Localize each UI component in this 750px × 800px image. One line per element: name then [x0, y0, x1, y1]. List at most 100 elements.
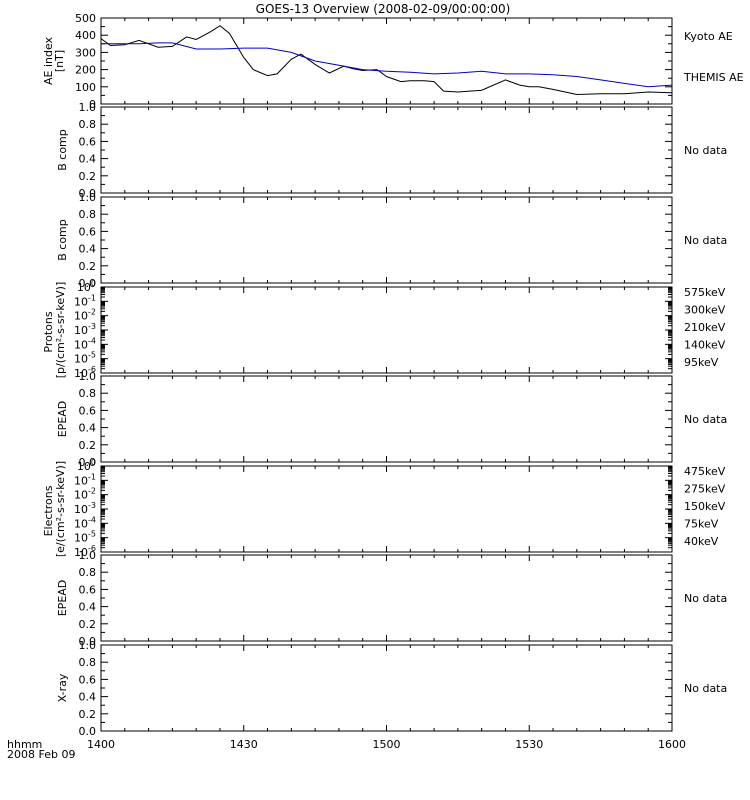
y-tick-label: 0.2 — [79, 708, 97, 721]
panel-bcomp2: 0.0 0.2 0.4 0.6 0.8 1.0 B comp No data — [56, 191, 727, 290]
y-tick-label: 0.2 — [79, 260, 97, 273]
themis-ae-line — [101, 42, 673, 88]
legend-entry: 300keV — [684, 304, 726, 317]
legend-entry: 140keV — [684, 339, 726, 352]
legend-themis-ae: THEMIS AE — [683, 71, 744, 84]
y-tick-label: 100 — [75, 81, 96, 94]
y-tick-label: 10-1 — [74, 472, 96, 487]
no-data-label: No data — [684, 234, 727, 247]
y-tick-label: 0.8 — [79, 118, 97, 131]
y-tick-label: 100 — [77, 458, 96, 473]
y-tick-label: 0.4 — [79, 243, 97, 256]
panel-epead2: 0.0 0.2 0.4 0.6 0.8 1.0 EPEAD No data — [56, 549, 727, 648]
y-tick-label: 0.4 — [79, 153, 97, 166]
kyoto-ae-line — [100, 25, 673, 96]
y-tick-label: 0.8 — [79, 566, 97, 579]
y-tick-label: 10-2 — [74, 308, 96, 323]
no-data-label: No data — [684, 682, 727, 695]
panel-bcomp1: 0.0 0.2 0.4 0.6 0.8 1.0 B comp No data — [56, 101, 727, 200]
y-tick-label: 0.6 — [79, 225, 97, 238]
panel-xray: 0.0 0.2 0.4 0.6 0.8 1.0 X-ray No data — [56, 639, 727, 738]
y-tick-label: 0.2 — [79, 618, 97, 631]
y-tick-label: 0.6 — [79, 673, 97, 686]
x-tick-label: 1530 — [515, 738, 543, 751]
y-axis-label: AE index — [42, 36, 55, 85]
y-axis-label: X-ray — [56, 673, 69, 702]
legend-entry: 575keV — [684, 286, 726, 299]
y-axis-units: [p/(cm²-s-sr-keV)] — [54, 282, 67, 379]
legend-entry: 95keV — [684, 356, 719, 369]
legend-kyoto-ae: Kyoto AE — [684, 30, 733, 43]
y-tick-label: 0.8 — [79, 656, 97, 669]
y-tick-label: 0.6 — [79, 135, 97, 148]
figure-title: GOES-13 Overview (2008-02-09/00:00:00) — [256, 2, 511, 16]
y-tick-label: 400 — [75, 29, 96, 42]
y-tick-label: 0.8 — [79, 208, 97, 221]
plot-frame — [100, 375, 673, 463]
y-tick-label: 100 — [77, 279, 96, 294]
y-axis-label: Protons — [42, 311, 55, 352]
y-tick-label: 0.2 — [79, 439, 97, 452]
y-tick-label: 1.0 — [79, 101, 97, 114]
y-tick-label: 0.0 — [79, 635, 97, 648]
y-tick-label: 0.0 — [79, 725, 97, 738]
date-axis-label: 2008 Feb 09 — [7, 748, 75, 761]
y-tick-label: 1.0 — [79, 639, 97, 652]
y-tick-label: 1.0 — [79, 370, 97, 383]
x-tick-label: 1500 — [373, 738, 401, 751]
y-axis-label: EPEAD — [56, 580, 69, 617]
y-tick-label: 1.0 — [79, 191, 97, 204]
y-tick-label: 0.4 — [79, 601, 97, 614]
plot-frame — [100, 644, 673, 732]
y-tick-label: 10-4 — [74, 336, 96, 351]
y-tick-label: 10-2 — [74, 487, 96, 502]
plot-frame — [100, 17, 673, 105]
legend-entry: 475keV — [684, 465, 726, 478]
legend-entry: 210keV — [684, 321, 726, 334]
y-tick-label: 0.0 — [79, 277, 97, 290]
y-axis-units: [e/(cm²-s-sr-keV)] — [54, 461, 67, 557]
x-tick-label: 1600 — [658, 738, 686, 751]
panel-epead1: 0.0 0.2 0.4 0.6 0.8 1.0 EPEAD No data — [56, 370, 727, 469]
y-tick-label: 10-6 — [74, 544, 96, 559]
y-tick-label: 0.0 — [79, 187, 97, 200]
no-data-label: No data — [684, 413, 727, 426]
y-axis-label: Electrons — [42, 485, 55, 536]
y-tick-label: 0.8 — [79, 387, 97, 400]
y-tick-label: 10-1 — [74, 293, 96, 308]
y-tick-label: 0.2 — [79, 170, 97, 183]
no-data-label: No data — [684, 144, 727, 157]
y-tick-label: 300 — [75, 46, 96, 59]
plot-frame — [100, 286, 673, 374]
panels-group: 0 100 200 300 400 500 AE index[nT] Kyoto AE THEM… — [42, 12, 744, 751]
plot-frame — [100, 465, 673, 553]
y-tick-label: 10-3 — [74, 322, 96, 337]
y-tick-label: 500 — [75, 12, 96, 25]
y-tick-label: 0.6 — [79, 583, 97, 596]
legend-entry: 150keV — [684, 500, 726, 513]
y-tick-label: 0.0 — [79, 456, 97, 469]
y-tick-label: 0 — [89, 98, 96, 111]
x-tick-label: 1400 — [87, 738, 115, 751]
no-data-label: No data — [684, 592, 727, 605]
y-axis-label: B comp — [56, 129, 69, 171]
y-tick-label: 0.4 — [79, 422, 97, 435]
plot-frame — [100, 554, 673, 642]
y-axis-label: B comp — [56, 219, 69, 261]
y-tick-label: 0.6 — [79, 404, 97, 417]
y-tick-label: 10-3 — [74, 501, 96, 516]
plot-frame — [100, 196, 673, 284]
y-tick-label: 0.4 — [79, 691, 97, 704]
y-tick-label: 10-5 — [74, 530, 96, 545]
legend-entry: 40keV — [684, 535, 719, 548]
y-axis-label: EPEAD — [56, 401, 69, 438]
y-tick-label: 200 — [75, 64, 96, 77]
panel-ae: 0 100 200 300 400 500 AE index[nT] Kyoto AE THEM… — [42, 12, 744, 111]
y-tick-label: 10-5 — [74, 351, 96, 366]
y-tick-label: 1.0 — [79, 549, 97, 562]
x-tick-label: 1430 — [230, 738, 258, 751]
y-axis-units: [nT] — [53, 50, 66, 72]
